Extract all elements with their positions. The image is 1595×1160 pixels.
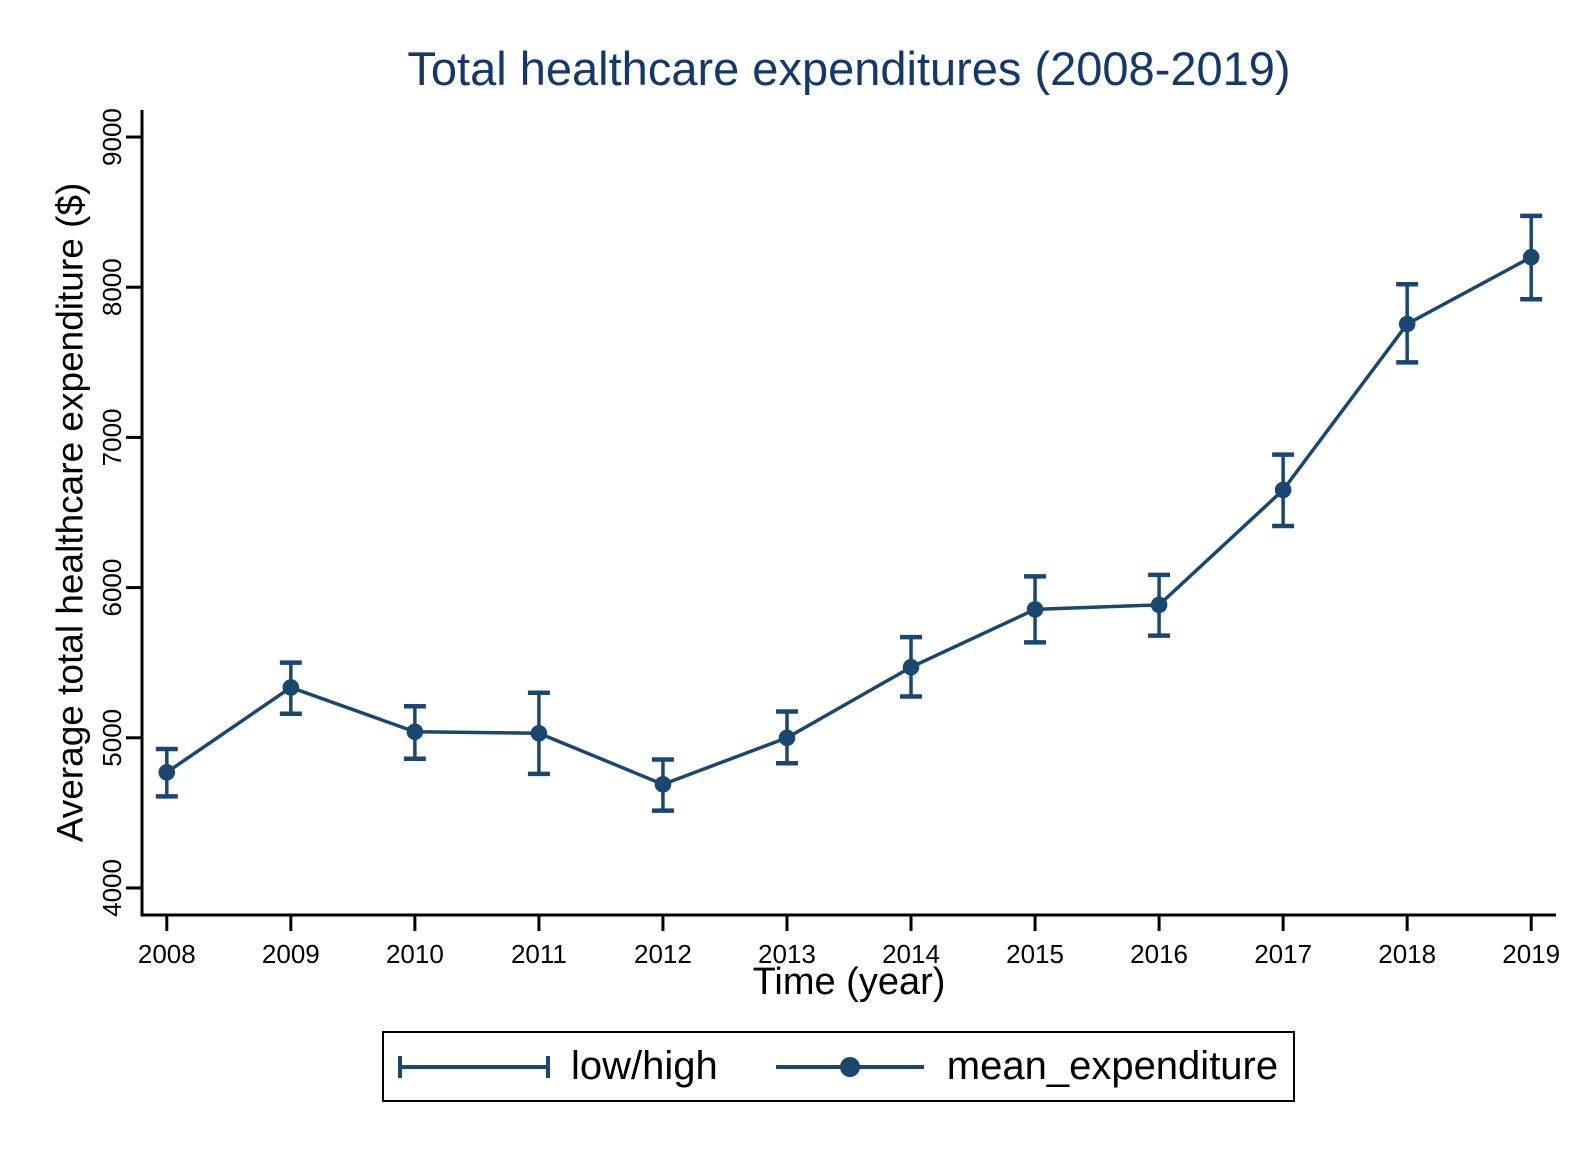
y-axis-ticks: 4000 5000 6000 7000 8000 9000: [97, 108, 142, 917]
x-tick-label: 2011: [511, 939, 567, 969]
mean-marker: [1026, 601, 1044, 618]
line-marker-glyph: [775, 1056, 924, 1077]
mean-marker: [282, 679, 300, 696]
mean-marker: [654, 776, 672, 793]
mean-marker: [778, 729, 796, 747]
mean-marker: [1398, 315, 1416, 333]
x-axis-title: Time (year): [753, 961, 946, 1003]
mean-marker: [158, 764, 176, 781]
mean-markers: [158, 248, 1540, 793]
chart-title: Total healthcare expenditures (2008-2019…: [407, 42, 1291, 95]
legend: low/high mean_expenditure: [382, 1031, 1295, 1102]
mean-marker: [1150, 596, 1168, 614]
legend-label-lowhigh: low/high: [571, 1044, 718, 1088]
x-tick-label: 2008: [138, 939, 196, 969]
x-tick-label: 2014: [882, 939, 940, 969]
y-tick-label: 9000: [97, 108, 127, 166]
error-bars: [155, 213, 1543, 813]
x-tick-label: 2010: [386, 939, 444, 969]
y-tick-label: 5000: [97, 709, 127, 767]
mean-marker: [902, 658, 920, 676]
x-tick-label: 2016: [1130, 939, 1188, 969]
y-tick-label: 4000: [97, 859, 127, 917]
axes: [140, 110, 1556, 917]
x-tick-label: 2019: [1502, 939, 1560, 969]
mean-line: [165, 255, 1533, 787]
mean-marker: [406, 723, 424, 741]
plot-area: 4000 5000 6000 7000 8000 9000 2008 2009 2010 2011…: [50, 108, 1561, 1003]
y-tick-label: 6000: [97, 559, 127, 617]
mean-marker: [530, 724, 548, 742]
y-tick-label: 7000: [97, 408, 127, 466]
x-tick-label: 2015: [1006, 939, 1064, 969]
mean-marker: [1522, 248, 1540, 266]
y-tick-label: 8000: [97, 258, 127, 316]
legend-label-mean: mean_expenditure: [946, 1044, 1279, 1088]
x-tick-label: 2012: [634, 939, 692, 969]
legend-item-mean: mean_expenditure: [774, 1044, 1278, 1089]
legend-item-lowhigh: low/high: [398, 1044, 718, 1089]
x-axis-ticks: 2008 2009 2010 2011 2012 2013 2014 2015 2016 2017…: [138, 915, 1560, 969]
error-bar-glyph: [398, 1055, 550, 1078]
x-tick-label: 2018: [1378, 939, 1436, 969]
mean-marker: [1274, 481, 1292, 499]
x-tick-label: 2013: [758, 939, 816, 969]
x-tick-label: 2017: [1254, 939, 1312, 969]
y-axis-title: Average total healthcare expenditure ($): [50, 183, 91, 843]
x-tick-label: 2009: [262, 939, 320, 969]
